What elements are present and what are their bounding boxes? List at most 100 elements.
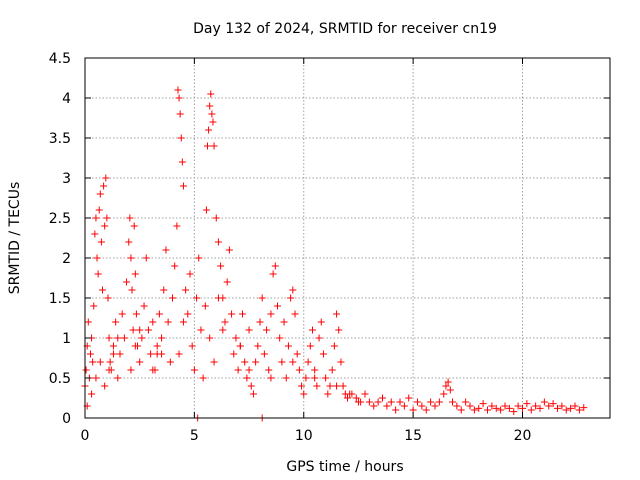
data-point <box>418 402 426 410</box>
data-point <box>374 398 382 406</box>
x-tick-label: 0 <box>81 428 90 444</box>
data-point <box>212 214 220 222</box>
data-point <box>179 182 187 190</box>
data-point <box>475 404 483 412</box>
data-point <box>169 294 176 302</box>
chart-title: Day 132 of 2024, SRMTID for receiver cn1… <box>193 21 497 37</box>
data-point <box>221 318 229 326</box>
data-point <box>101 382 109 390</box>
data-point <box>339 382 347 390</box>
data-point <box>293 350 301 358</box>
y-tick-label: 0.5 <box>49 371 71 387</box>
data-point <box>245 366 253 374</box>
data-point <box>315 334 323 342</box>
data-point <box>260 350 268 358</box>
data-point <box>179 318 187 326</box>
data-point <box>271 262 279 270</box>
y-tick-label: 1.5 <box>49 291 71 307</box>
data-point <box>109 342 117 350</box>
x-tick-label: 20 <box>514 428 532 444</box>
data-point <box>164 318 172 326</box>
data-point <box>228 310 236 318</box>
data-point <box>383 402 391 410</box>
data-point <box>352 394 360 402</box>
data-point <box>328 366 336 374</box>
data-point <box>217 262 225 270</box>
data-point <box>116 350 124 358</box>
data-point <box>484 406 491 414</box>
data-point <box>126 214 134 222</box>
data-point <box>197 326 205 334</box>
data-point <box>442 382 450 390</box>
data-point <box>282 374 290 382</box>
data-point <box>234 366 242 374</box>
data-point <box>102 174 110 182</box>
data-point <box>142 254 150 262</box>
data-point <box>311 374 319 382</box>
data-point <box>256 318 264 326</box>
data-point <box>206 334 214 342</box>
data-point <box>131 270 139 278</box>
data-point <box>405 394 413 402</box>
data-point <box>558 402 566 410</box>
data-point <box>289 358 297 366</box>
data-point <box>205 126 213 134</box>
data-point <box>112 318 120 326</box>
data-point <box>457 406 465 414</box>
data-point <box>118 310 126 318</box>
data-point <box>101 222 109 230</box>
data-point <box>435 398 443 406</box>
data-point <box>311 366 319 374</box>
data-point <box>400 402 408 410</box>
data-point <box>501 402 509 410</box>
x-tick-label: 5 <box>190 428 199 444</box>
data-point <box>177 134 185 142</box>
data-point <box>193 294 201 302</box>
data-point <box>497 406 505 414</box>
data-point <box>361 390 369 398</box>
data-point <box>287 294 295 302</box>
data-point <box>188 342 196 350</box>
data-point <box>175 350 183 358</box>
data-point <box>93 254 101 262</box>
data-point <box>225 246 233 254</box>
data-point <box>249 390 257 398</box>
data-point <box>333 310 341 318</box>
data-point <box>160 286 168 294</box>
data-point <box>313 382 321 390</box>
data-point <box>182 286 190 294</box>
data-point <box>289 286 297 294</box>
data-point <box>267 310 275 318</box>
data-point <box>88 390 96 398</box>
data-point <box>466 402 474 410</box>
data-point <box>201 302 209 310</box>
data-point <box>462 398 470 406</box>
data-point <box>210 358 218 366</box>
data-point <box>274 302 281 310</box>
data-point <box>125 238 133 246</box>
data-point <box>322 374 330 382</box>
data-point <box>335 326 343 334</box>
data-point <box>105 366 113 374</box>
data-point <box>302 374 310 382</box>
data-point <box>243 374 251 382</box>
data-point <box>567 404 575 412</box>
data-point <box>173 222 181 230</box>
data-point <box>291 310 299 318</box>
data-point <box>127 254 135 262</box>
data-point <box>149 366 157 374</box>
data-point <box>300 390 308 398</box>
y-tick-label: 2.5 <box>49 211 71 227</box>
data-point <box>158 334 166 342</box>
data-point <box>210 142 218 150</box>
data-point <box>96 358 104 366</box>
y-tick-label: 4 <box>62 91 71 107</box>
data-point <box>109 350 117 358</box>
data-point <box>330 342 338 350</box>
data-point <box>91 230 99 238</box>
data-point <box>155 310 163 318</box>
data-point <box>444 378 452 386</box>
data-point <box>236 342 244 350</box>
